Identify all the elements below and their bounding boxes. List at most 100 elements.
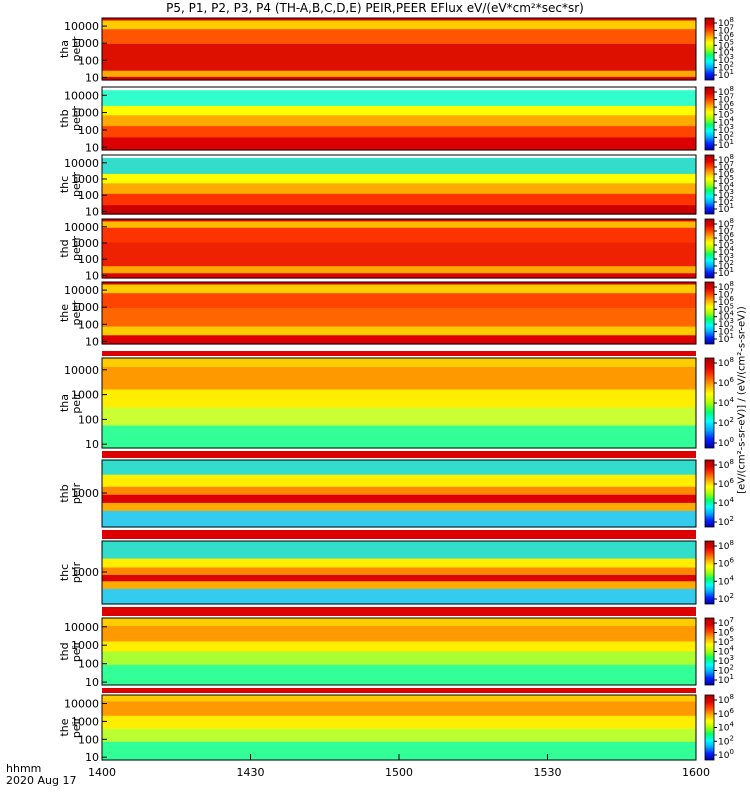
heatmap-band-2-6 (102, 137, 696, 151)
colorbar-tick-label: 102 (718, 61, 734, 74)
y-tick-label: 100 (78, 54, 99, 67)
colorbar-tick-label: 105 (718, 38, 734, 51)
heatmap-band-2-5 (102, 126, 696, 138)
heatmap-band-4-3 (102, 227, 696, 244)
separator-strip-5 (102, 688, 696, 693)
x-tick-label: 1400 (88, 766, 116, 779)
colorbar-tick-label: 107 (718, 287, 734, 300)
separator-strip-1 (102, 351, 696, 356)
y-tick-label: 10 (85, 270, 99, 283)
y-tick-label: 10000 (64, 20, 99, 33)
y-tick-label: 1000 (71, 639, 99, 652)
y-tick-label: 1000 (71, 301, 99, 314)
y-tick-label: 1000 (71, 173, 99, 186)
heatmap-band-6-5 (102, 425, 696, 449)
colorbar-tick-label: 104 (718, 396, 734, 409)
colorbar-tick-label: 106 (718, 557, 734, 570)
colorbar-tick-label: 108 (718, 458, 734, 471)
colorbar-tick-label: 102 (718, 259, 734, 272)
colorbar-tick-label: 103 (718, 123, 734, 136)
heatmap-band-2-2 (102, 90, 696, 107)
colorbar-tick-label: 103 (718, 53, 734, 66)
heatmap-band-9-3 (102, 641, 696, 653)
heatmap-band-1-5 (102, 70, 696, 78)
colorbar-tick-label: 102 (718, 664, 734, 677)
heatmap-band-5-2 (102, 284, 696, 294)
separator-strip-4 (102, 607, 696, 616)
heatmap-band-4-6 (102, 273, 696, 279)
colorbar-tick-label: 106 (718, 231, 734, 244)
y-tick-label: 10 (85, 676, 99, 689)
colorbar-tick-label: 104 (718, 645, 734, 658)
heatmap-band-7-3 (102, 486, 696, 496)
colorbar-tick-label: 104 (718, 574, 734, 587)
panel-frame-9 (101, 617, 697, 686)
time-axis-label: hhmm (6, 762, 41, 775)
heatmap-band-1-4 (102, 44, 696, 72)
y-tick-label: 1000 (71, 715, 99, 728)
y-tick-label: 10000 (64, 364, 99, 377)
y-tick-label: 100 (78, 253, 99, 266)
colorbar-2 (704, 86, 715, 151)
colorbar-unit-label: [eV/(cm²-s-sr-eV)] / (eV/(cm²-s-sr-eV)) (736, 306, 748, 494)
figure-title: P5, P1, P2, P3, P4 (TH-A,B,C,D,E) PEIR,P… (166, 1, 584, 15)
colorbar-tick-label: 102 (718, 130, 734, 143)
heatmap-band-4-4 (102, 242, 696, 267)
colorbar-3 (704, 154, 715, 215)
colorbar-tick-label: 100 (718, 436, 734, 449)
heatmap-band-2-4 (102, 115, 696, 127)
panel-frame-2 (101, 86, 697, 151)
panel-frame-5 (101, 281, 697, 345)
panel-frame-1 (101, 17, 697, 81)
colorbar-tick-label: 105 (718, 108, 734, 121)
heatmap-band-5-6 (102, 335, 696, 345)
heatmap-band-6-4 (102, 407, 696, 427)
heatmap-band-9-1 (102, 618, 696, 627)
heatmap-band-3-1 (102, 155, 696, 159)
colorbar-tick-label: 102 (718, 325, 734, 338)
heatmap-band-7-1 (102, 460, 696, 476)
heatmap-band-10-3 (102, 715, 696, 730)
colorbar-tick-label: 106 (718, 31, 734, 44)
colorbar-tick-label: 102 (718, 195, 734, 208)
colorbar-tick-label: 101 (718, 202, 734, 215)
colorbar-tick-label: 104 (718, 115, 734, 128)
x-tick-label: 1530 (534, 766, 562, 779)
heatmap-band-5-1 (102, 282, 696, 286)
colorbar-tick-label: 106 (718, 477, 734, 490)
heatmap-band-3-3 (102, 173, 696, 184)
heatmap-band-7-2 (102, 474, 696, 488)
colorbar-tick-label: 102 (718, 515, 734, 528)
y-tick-label: 10000 (64, 89, 99, 102)
colorbar-7 (704, 459, 715, 528)
y-tick-label: 10000 (64, 621, 99, 634)
colorbar-tick-label: 103 (718, 654, 734, 667)
colorbar-tick-label: 107 (718, 93, 734, 106)
colorbar-10 (704, 694, 715, 761)
y-tick-label: 10 (85, 438, 99, 451)
heatmap-band-1-6 (102, 76, 696, 81)
colorbar-tick-label: 102 (718, 734, 734, 747)
heatmap-band-9-4 (102, 651, 696, 666)
heatmap-band-8-3 (102, 567, 696, 576)
colorbar-tick-label: 107 (718, 616, 734, 629)
colorbar-tick-label: 104 (718, 245, 734, 258)
colorbar-tick-label: 108 (718, 16, 734, 29)
y-tick-label: 1000 (71, 107, 99, 120)
heatmap-band-6-2 (102, 367, 696, 391)
panel-ylabel-10: thepeir (58, 716, 83, 738)
colorbar-tick-label: 106 (718, 626, 734, 639)
panel-ylabel-2: thbpeer (58, 106, 83, 132)
x-tick-label: 1600 (682, 766, 710, 779)
panel-ylabel-7: thbpeir (58, 482, 83, 504)
x-tick-label: 1430 (237, 766, 265, 779)
panel-ylabel-4: thdpeer (58, 236, 83, 262)
colorbar-4 (704, 218, 715, 279)
y-tick-label: 100 (78, 318, 99, 331)
y-tick-label: 1000 (71, 566, 99, 579)
y-tick-label: 100 (78, 189, 99, 202)
panel-ylabel-9: thdpeir (58, 640, 83, 662)
heatmap-band-8-2 (102, 558, 696, 568)
y-tick-label: 100 (78, 733, 99, 746)
